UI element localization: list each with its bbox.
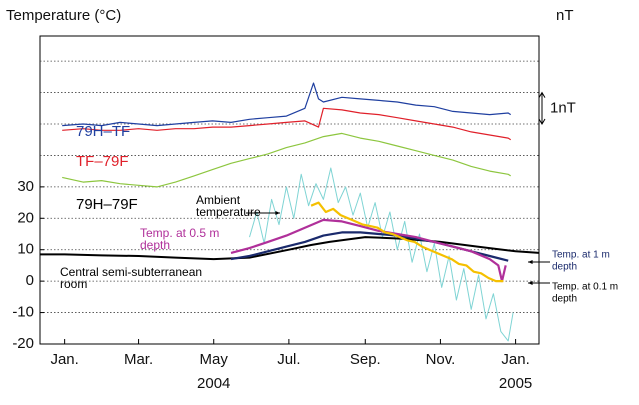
year-label: 2005 [499,375,532,392]
x-tick-label: Jan. [50,351,78,368]
x-tick-label: Jan. [501,351,529,368]
y-tick-label: -20 [12,335,34,352]
series-line [62,82,512,127]
series-label: Temp. at 0.5 m [140,226,219,240]
y-tick-label: 0 [26,272,34,289]
x-tick-label: Sep. [350,351,381,368]
series-label: 79H–TF [76,123,130,140]
y-tick-label: 10 [17,241,34,258]
series-label: Temp. at 1 m [552,250,610,261]
series-line [249,167,514,342]
series-line [310,201,504,283]
series-label: TF–79F [76,153,129,170]
series-label: room [60,277,87,291]
year-label: 2004 [197,375,230,392]
scale-label: 1nT [550,99,576,116]
series-label: depth [552,262,577,273]
y-tick-label: -10 [12,304,34,321]
x-tick-label: May [200,351,229,368]
plot-frame [39,35,540,345]
x-tick-label: Mar. [124,351,153,368]
series-label: Temp. at 0.1 m [552,282,618,293]
y-tick-label: 30 [17,178,34,195]
series-label: Central semi-subterranean [60,265,202,279]
y-axis-label: Temperature (°C) [6,7,121,24]
x-tick-label: Jul. [277,351,300,368]
series-line [62,132,512,188]
y-tick-label: 20 [17,209,34,226]
series-line [62,107,512,141]
series-label: Ambient [196,193,241,207]
arrow-head [528,260,533,264]
scale-arrow [538,91,546,98]
series-label: temperature [196,205,261,219]
arrow-head [275,211,280,215]
x-tick-label: Nov. [426,351,456,368]
series-line [40,236,540,261]
arrow-head [528,281,533,285]
series-label: 79H–79F [76,196,138,213]
series-label: depth [552,294,577,305]
series-label: depth [140,238,170,252]
y2-axis-label: nT [556,7,574,24]
scale-arrow [538,118,546,125]
